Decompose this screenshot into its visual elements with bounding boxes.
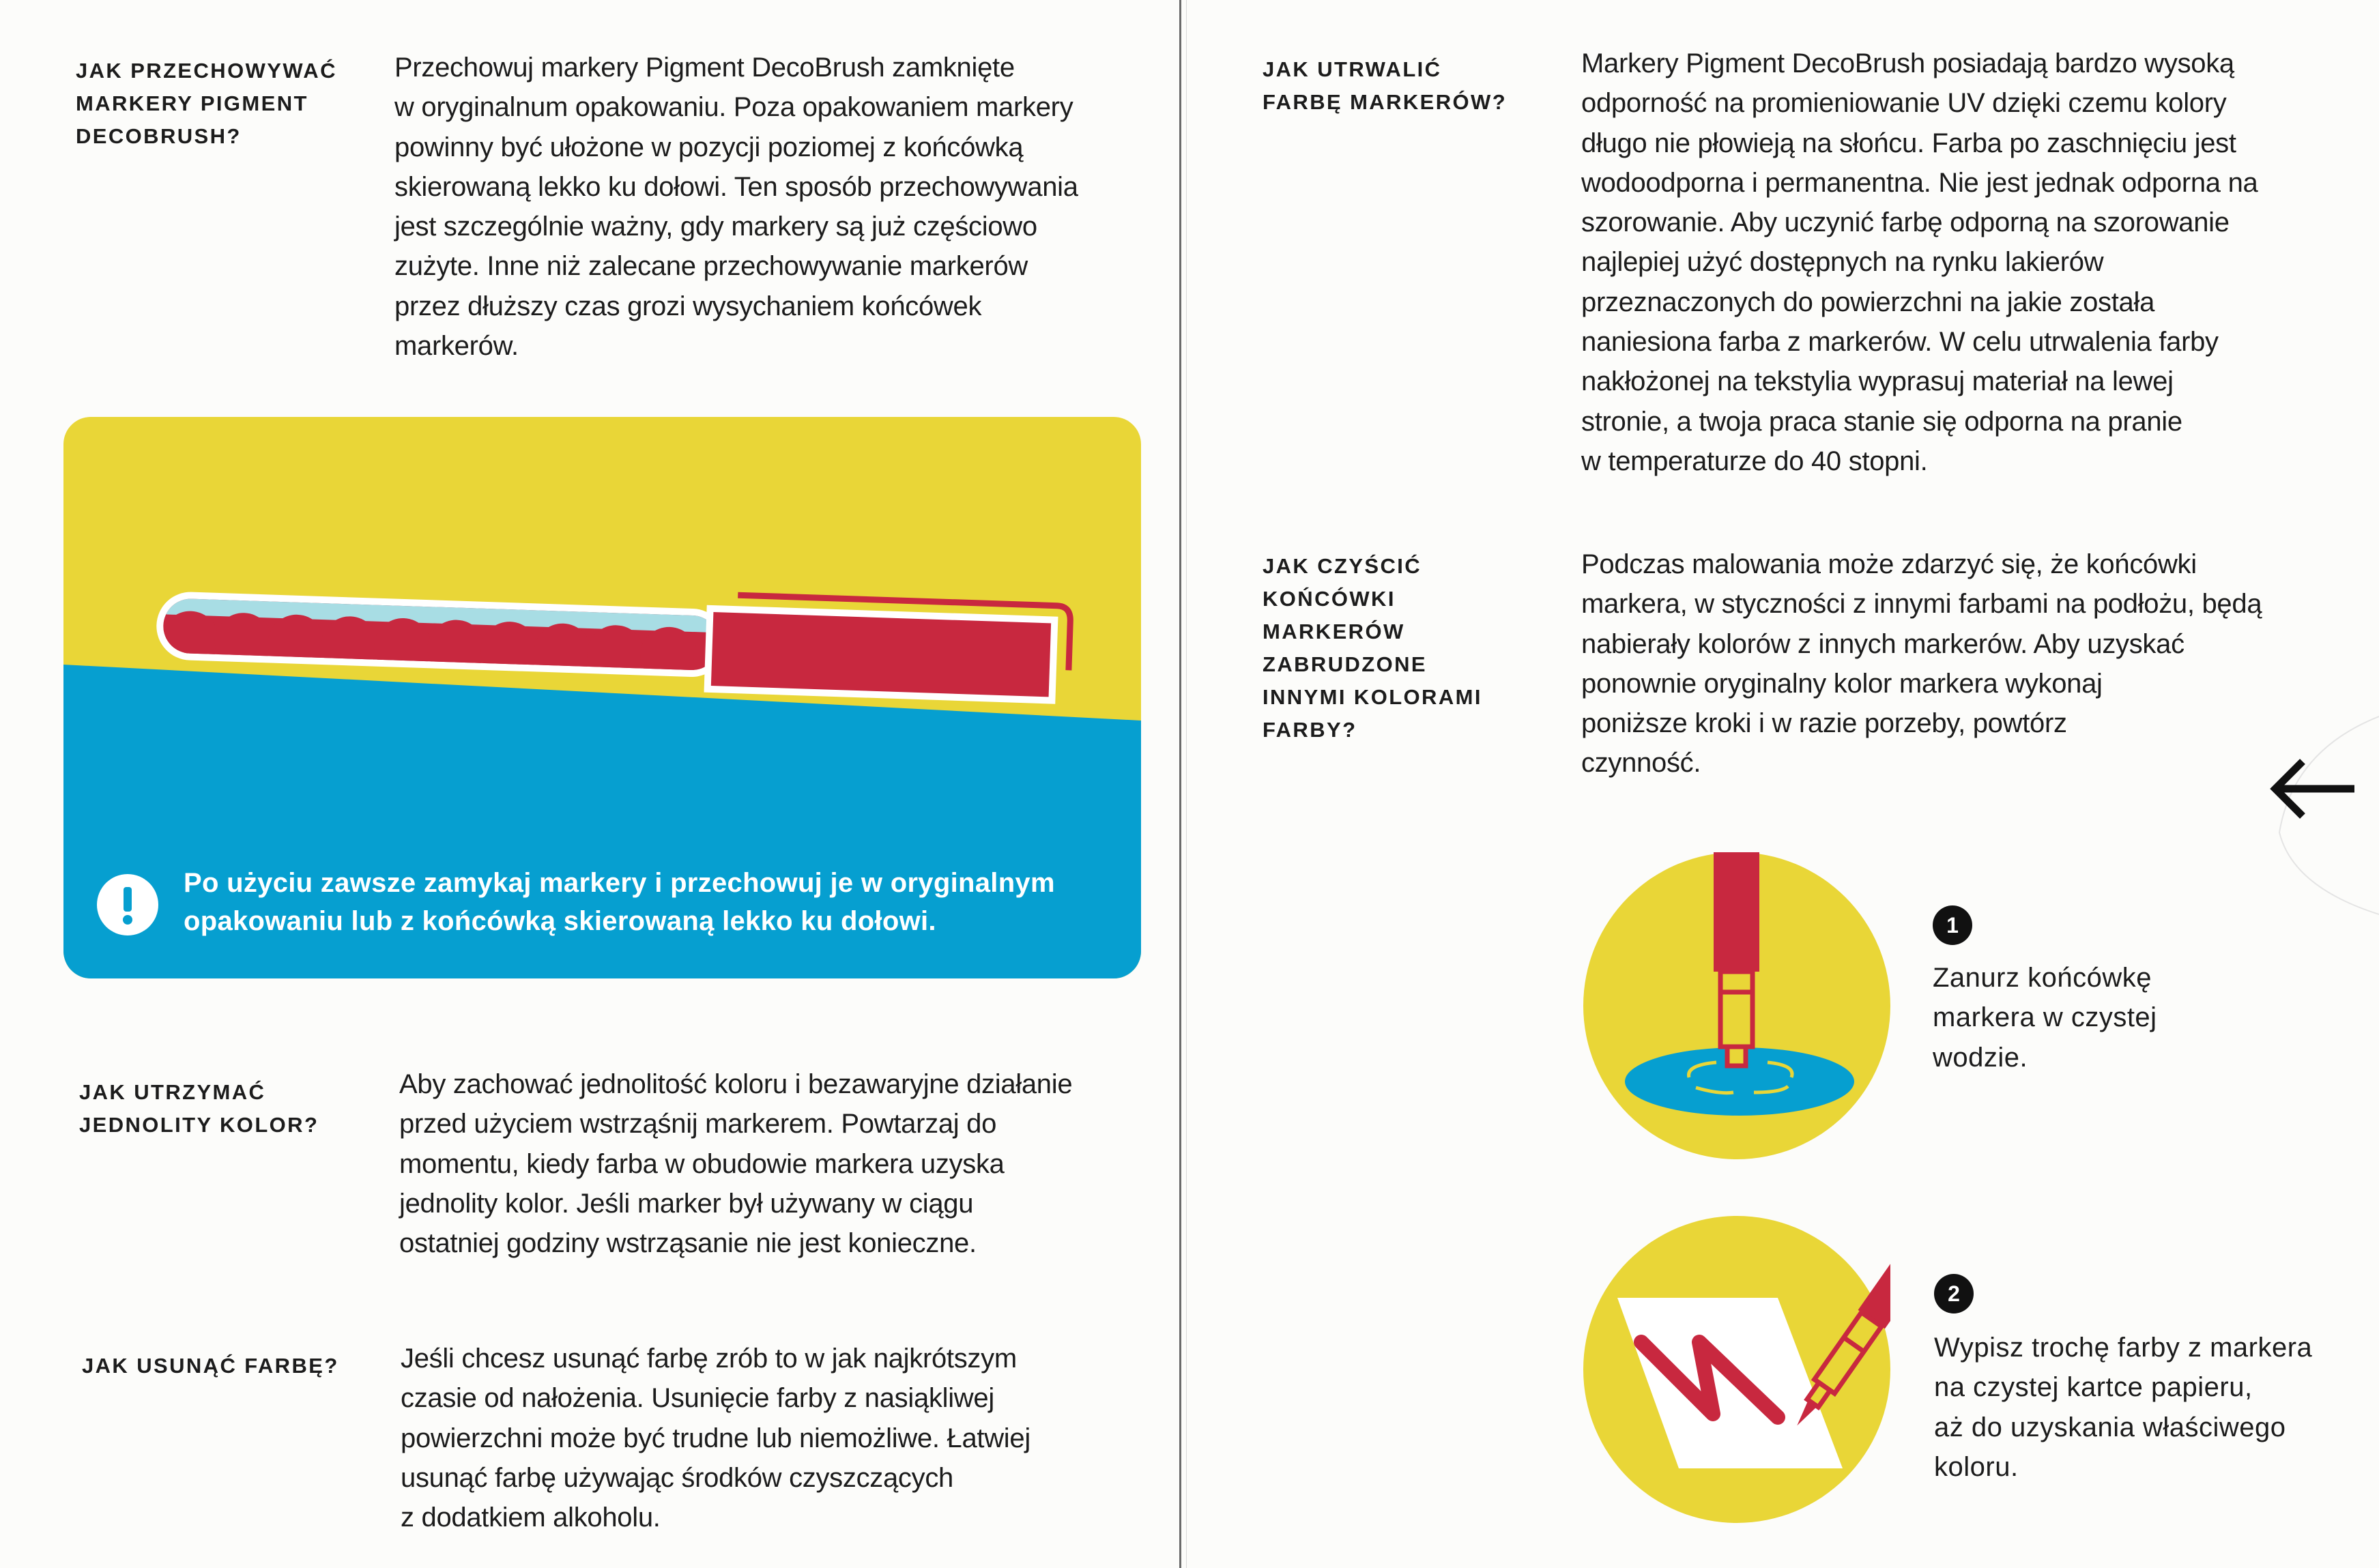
dip-in-water-illustration	[1583, 852, 1890, 1159]
step-2-badge: 2	[1934, 1274, 1974, 1313]
body-clean-tips: Podczas malowania może zdarzyć się, że k…	[1581, 549, 2262, 779]
step-1-badge: 1	[1933, 905, 1972, 945]
heading-remove-paint: JAK USUNĄĆ FARBĘ?	[82, 1354, 339, 1378]
storage-illustration-card: Po użyciu zawsze zamykaj markery i przec…	[63, 417, 1141, 978]
arrow-left-icon	[2270, 716, 2379, 915]
heading-clean-tips: JAK CZYŚCIĆ KOŃCÓWKI MARKERÓW ZABRUDZONE…	[1263, 554, 1482, 742]
body-fix-paint: Markery Pigment DecoBrush posiadają bard…	[1581, 48, 2258, 476]
body-uniform-color: Aby zachować jednolitość koloru i bezawa…	[399, 1069, 1073, 1259]
heading-storage: JAK PRZECHOWYWAĆ MARKERY PIGMENT DECOBRU…	[76, 59, 337, 148]
marker-illustration	[63, 417, 1141, 978]
step-1-text: Zanurz końcówkę markera w czystej wodzie…	[1933, 963, 2157, 1073]
body-storage: Przechowuj markery Pigment DecoBrush zam…	[394, 53, 1078, 362]
body-remove-paint: Jeśli chcesz usunąć farbę zrób to w jak …	[401, 1344, 1030, 1533]
storage-note: Po użyciu zawsze zamykaj markery i przec…	[184, 868, 1055, 936]
heading-uniform-color: JAK UTRZYMAĆ JEDNOLITY KOLOR?	[79, 1080, 319, 1137]
step-2-text: Wypisz trochę farby z markera na czystej…	[1934, 1333, 2313, 1482]
page-edge	[1186, 0, 1187, 1568]
blue-background	[63, 665, 1141, 978]
marker-icon	[156, 592, 1073, 704]
page-spine	[1179, 0, 1181, 1568]
exclamation-icon	[97, 874, 158, 935]
heading-fix-paint: JAK UTRWALIĆ FARBĘ MARKERÓW?	[1263, 57, 1508, 114]
write-on-paper-illustration	[1583, 1216, 1890, 1523]
